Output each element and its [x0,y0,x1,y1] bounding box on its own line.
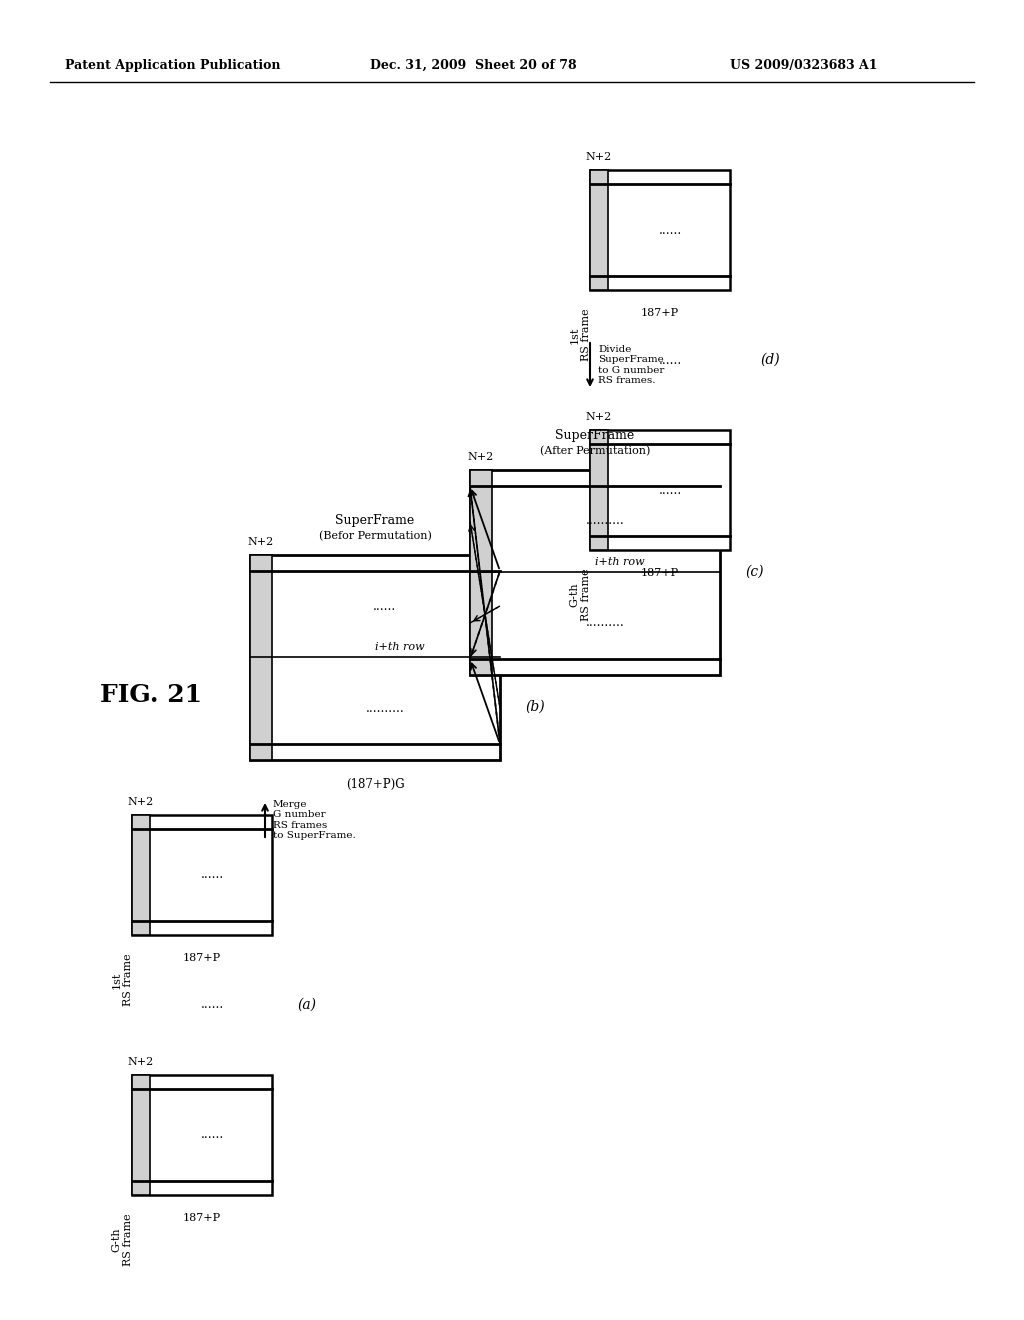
Text: ......: ...... [201,998,223,1011]
Text: (a): (a) [297,998,316,1012]
Text: ......: ...... [658,223,682,236]
Text: N+2: N+2 [128,1057,155,1067]
Text: 187+P: 187+P [183,953,221,964]
Bar [590,430,608,550]
Text: N+2: N+2 [128,797,155,807]
Text: ..........: .......... [586,616,625,630]
Text: (d): (d) [760,352,779,367]
Text: Divide
SuperFrame
to G number
RS frames.: Divide SuperFrame to G number RS frames. [598,345,665,385]
Text: ..........: .......... [586,515,625,528]
Text: (After Permutation): (After Permutation) [540,446,650,455]
Text: ......: ...... [658,354,682,367]
Text: G-th
RS frame: G-th RS frame [112,1213,133,1266]
Bar [132,814,150,935]
Text: US 2009/0323683 A1: US 2009/0323683 A1 [730,58,878,71]
Text: i+th row: i+th row [595,557,645,568]
Text: FIG. 21: FIG. 21 [100,682,202,708]
Text: ......: ...... [201,869,223,882]
Text: 1st
RS frame: 1st RS frame [112,953,133,1006]
Text: (b): (b) [525,700,545,714]
Text: SuperFrame: SuperFrame [555,429,635,442]
Bar [250,554,500,760]
Text: Patent Application Publication: Patent Application Publication [65,58,281,71]
Text: 1st
RS frame: 1st RS frame [569,309,591,362]
Text: SuperFrame: SuperFrame [336,513,415,527]
Text: N+2: N+2 [248,537,274,546]
Text: ......: ...... [658,483,682,496]
Text: Merge
G number
RS frames
to SuperFrame.: Merge G number RS frames to SuperFrame. [273,800,355,840]
Text: N+2: N+2 [586,152,612,162]
Bar [132,1074,150,1195]
Text: G-th
RS frame: G-th RS frame [569,569,591,622]
Bar [590,430,730,550]
Bar [590,170,608,290]
Text: N+2: N+2 [586,412,612,422]
Bar [470,470,492,675]
Text: ......: ...... [374,599,396,612]
Text: 187+P: 187+P [183,1213,221,1224]
Text: 187+P: 187+P [641,308,679,318]
Bar [590,170,730,290]
Bar [132,1074,272,1195]
Text: (Befor Permutation): (Befor Permutation) [318,531,431,541]
Bar [132,814,272,935]
Text: i+th row: i+th row [375,642,425,652]
Text: ......: ...... [201,1129,223,1142]
Text: N+2: N+2 [468,451,495,462]
Text: 187+P: 187+P [641,568,679,578]
Bar [470,470,720,675]
Text: (c): (c) [745,565,764,579]
Bar [250,554,272,760]
Text: Dec. 31, 2009  Sheet 20 of 78: Dec. 31, 2009 Sheet 20 of 78 [370,58,577,71]
Text: ..........: .......... [366,701,404,714]
Text: (187+P)G: (187+P)G [346,777,404,791]
